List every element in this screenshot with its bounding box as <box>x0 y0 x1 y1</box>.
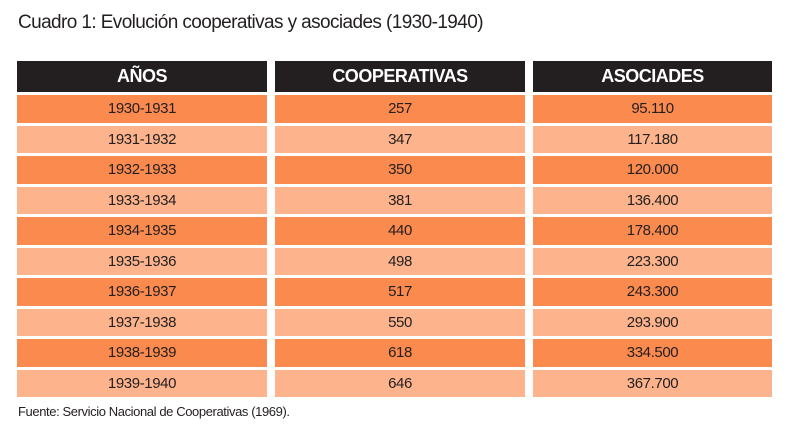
column-associates: ASOCIADES 95.110 117.180 120.000 136.400 178… <box>533 61 772 400</box>
table-title: Cuadro 1: Evolución cooperativas y asoci… <box>18 12 484 33</box>
cooperatives-cell: 550 <box>275 308 525 336</box>
cooperatives-cell: 646 <box>275 369 525 397</box>
associates-cell: 367.700 <box>533 369 772 397</box>
cooperatives-cell: 350 <box>275 156 525 184</box>
year-cell: 1935-1936 <box>17 247 267 275</box>
year-cell: 1933-1934 <box>17 186 267 214</box>
column-years: AÑOS 1930-1931 1931-1932 1932-1933 1933-193… <box>17 61 267 400</box>
associates-cell: 136.400 <box>533 186 772 214</box>
cooperatives-cell: 618 <box>275 339 525 367</box>
associates-cell: 120.000 <box>533 156 772 184</box>
year-cell: 1937-1938 <box>17 308 267 336</box>
associates-cell: 223.300 <box>533 247 772 275</box>
data-table: AÑOS 1930-1931 1931-1932 1932-1933 1933-193… <box>17 61 772 400</box>
source-note: Fuente: Servicio Nacional de Cooperativa… <box>18 404 290 419</box>
header-associates: ASOCIADES <box>533 61 772 92</box>
associates-cell: 334.500 <box>533 339 772 367</box>
header-cooperatives: COOPERATIVAS <box>275 61 525 92</box>
year-cell: 1931-1932 <box>17 125 267 153</box>
associates-cell: 293.900 <box>533 308 772 336</box>
cooperatives-cell: 498 <box>275 247 525 275</box>
cooperatives-cell: 257 <box>275 95 525 123</box>
year-cell: 1932-1933 <box>17 156 267 184</box>
cooperatives-cell: 381 <box>275 186 525 214</box>
cooperatives-cell: 440 <box>275 217 525 245</box>
year-cell: 1936-1937 <box>17 278 267 306</box>
cooperatives-cell: 347 <box>275 125 525 153</box>
year-cell: 1930-1931 <box>17 95 267 123</box>
header-years: AÑOS <box>17 61 267 92</box>
associates-cell: 178.400 <box>533 217 772 245</box>
associates-cell: 117.180 <box>533 125 772 153</box>
year-cell: 1934-1935 <box>17 217 267 245</box>
associates-cell: 95.110 <box>533 95 772 123</box>
year-cell: 1939-1940 <box>17 369 267 397</box>
year-cell: 1938-1939 <box>17 339 267 367</box>
associates-cell: 243.300 <box>533 278 772 306</box>
cooperatives-cell: 517 <box>275 278 525 306</box>
column-cooperatives: COOPERATIVAS 257 347 350 381 440 498 517 550 618… <box>275 61 525 400</box>
